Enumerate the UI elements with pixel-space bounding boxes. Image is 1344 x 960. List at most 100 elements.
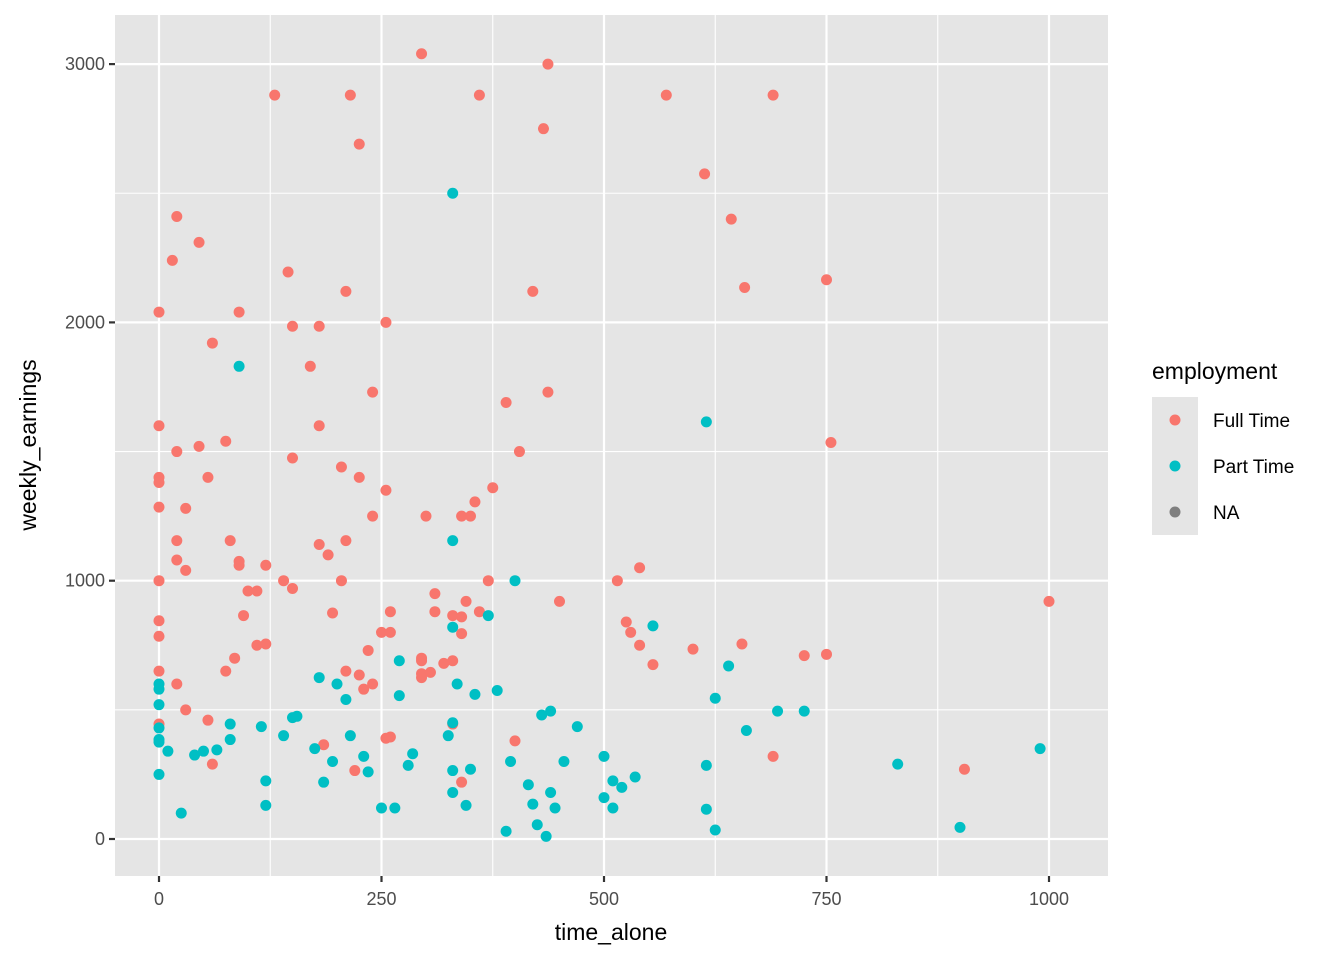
data-point — [482, 575, 494, 587]
data-point — [460, 595, 472, 607]
data-point — [554, 595, 565, 607]
data-point — [313, 320, 325, 332]
data-point — [447, 787, 459, 799]
data-point — [171, 678, 183, 690]
data-point — [402, 759, 414, 771]
data-point — [153, 420, 165, 432]
data-point — [278, 730, 290, 742]
data-point — [353, 471, 365, 483]
data-point — [193, 236, 205, 248]
data-point — [278, 575, 290, 587]
data-point — [171, 210, 183, 222]
data-point — [220, 435, 232, 447]
data-point — [725, 213, 737, 225]
data-point — [198, 745, 209, 757]
data-point — [542, 386, 554, 398]
data-point — [607, 775, 619, 787]
legend-item-part-time: Part Time — [1169, 457, 1294, 478]
data-point — [451, 678, 463, 690]
data-point — [313, 539, 325, 551]
data-point — [491, 684, 503, 696]
data-point — [367, 678, 379, 690]
data-point — [442, 730, 454, 742]
data-point — [699, 168, 711, 180]
data-point — [954, 821, 966, 833]
data-point — [224, 734, 236, 746]
data-point — [798, 705, 810, 717]
data-point — [500, 825, 512, 837]
x-axis: 0 250 500 750 1000 — [154, 876, 1069, 909]
data-point — [709, 824, 721, 836]
data-point — [344, 89, 356, 101]
data-point — [611, 575, 623, 587]
data-point — [420, 510, 432, 522]
data-point — [456, 628, 468, 640]
data-point — [384, 731, 396, 743]
data-point — [509, 575, 521, 587]
data-point — [362, 766, 374, 778]
data-point — [700, 759, 712, 771]
data-point — [629, 771, 641, 783]
data-point — [340, 665, 352, 677]
data-point — [542, 58, 554, 70]
data-point — [447, 187, 459, 199]
data-point — [202, 714, 214, 726]
data-point — [522, 779, 534, 791]
data-point — [447, 717, 459, 729]
data-point — [821, 274, 832, 286]
data-point — [206, 758, 218, 770]
data-point — [500, 396, 512, 408]
legend-label-na: NA — [1213, 503, 1240, 524]
data-point — [700, 416, 712, 428]
data-point — [456, 510, 468, 522]
y-tick-label: 0 — [95, 829, 105, 849]
data-point — [353, 669, 365, 681]
data-point — [647, 659, 659, 671]
data-point — [465, 510, 476, 522]
data-point — [424, 666, 436, 678]
data-point — [340, 285, 352, 297]
y-tick-label: 1000 — [65, 571, 105, 591]
data-point — [616, 781, 628, 793]
data-point — [407, 748, 419, 760]
data-point — [153, 630, 165, 642]
legend-dot-part-time-icon — [1169, 460, 1181, 472]
data-point — [153, 615, 165, 627]
data-point — [465, 763, 476, 775]
data-point — [709, 692, 721, 704]
data-point — [700, 803, 712, 815]
y-tick-label: 3000 — [65, 54, 105, 74]
data-point — [429, 606, 441, 618]
data-point — [447, 655, 459, 667]
data-point — [487, 482, 499, 494]
data-point — [739, 282, 751, 294]
data-point — [380, 484, 392, 496]
data-point — [469, 496, 481, 508]
data-point — [625, 626, 637, 638]
data-point — [153, 477, 165, 489]
data-point — [634, 639, 646, 651]
data-point — [545, 787, 557, 799]
data-point — [180, 502, 192, 514]
legend-item-full-time: Full Time — [1169, 411, 1290, 432]
x-axis-title: time_alone — [555, 919, 668, 945]
data-point — [353, 138, 365, 150]
data-point — [287, 582, 298, 594]
data-point — [171, 446, 183, 458]
data-point — [549, 802, 561, 814]
data-point — [416, 48, 428, 60]
data-point — [260, 775, 272, 787]
data-point — [309, 743, 321, 755]
data-point — [393, 655, 405, 667]
data-point — [153, 501, 165, 513]
data-point — [598, 792, 610, 804]
y-axis: 0 1000 2000 3000 — [65, 54, 115, 849]
data-point — [447, 535, 459, 547]
data-point — [825, 437, 837, 449]
data-point — [153, 736, 165, 748]
data-point — [166, 254, 178, 266]
data-point — [536, 709, 548, 721]
data-point — [393, 690, 405, 702]
legend-label-part-time: Part Time — [1213, 457, 1294, 478]
data-point — [540, 830, 552, 842]
